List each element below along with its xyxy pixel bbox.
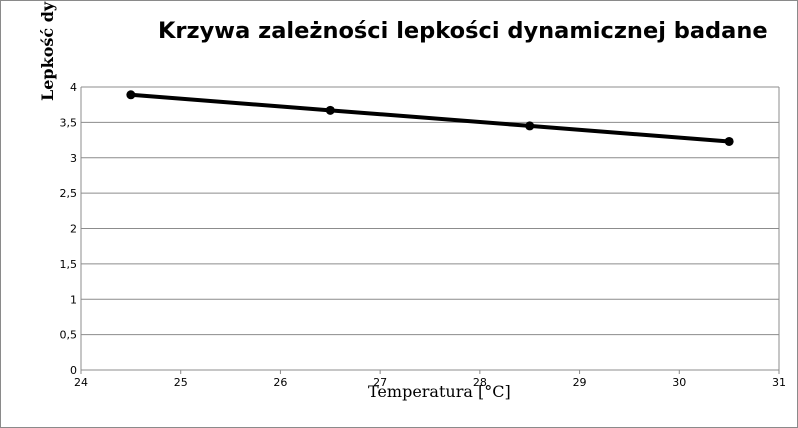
- x-axis-label: Temperatura [°C]: [368, 382, 511, 401]
- y-axis-ticks: 0 0,5 1 1,5 2 2,5 3 3,5 4: [60, 81, 78, 377]
- y-tick-label: 1: [70, 293, 77, 306]
- y-tick-label: 2,5: [60, 187, 78, 200]
- data-markers: [126, 90, 734, 146]
- y-tick-label: 4: [70, 81, 77, 94]
- y-tick-label: 3: [70, 152, 77, 165]
- x-tick-label: 28: [473, 376, 487, 389]
- y-tick-label: 1,5: [60, 258, 78, 271]
- series-line-group: [128, 92, 732, 144]
- x-tick-label: 31: [772, 376, 786, 389]
- data-point: [126, 90, 136, 100]
- y-tick-label: 3,5: [60, 116, 78, 129]
- x-tick-label: 27: [373, 376, 387, 389]
- x-tick-label: 30: [672, 376, 686, 389]
- data-point: [325, 105, 335, 115]
- x-tick-label: 29: [573, 376, 587, 389]
- series-line: [128, 92, 732, 144]
- y-tick-label: 0,5: [60, 329, 78, 342]
- axes: [80, 87, 780, 371]
- x-tick-label: 24: [74, 376, 88, 389]
- chart-title: Krzywa zależności lepkości dynamicznej b…: [158, 18, 768, 44]
- x-tick-label: 26: [273, 376, 287, 389]
- y-tick-label: 0: [70, 364, 77, 377]
- data-point: [525, 121, 535, 131]
- x-tick-label: 25: [174, 376, 188, 389]
- x-axis-ticks: 24 25 26 27 28 29 30 31: [74, 370, 786, 389]
- gridlines: [81, 86, 779, 336]
- y-tick-label: 2: [70, 223, 77, 236]
- data-point: [724, 136, 734, 146]
- y-axis-label: Lepkość dy: [38, 1, 57, 101]
